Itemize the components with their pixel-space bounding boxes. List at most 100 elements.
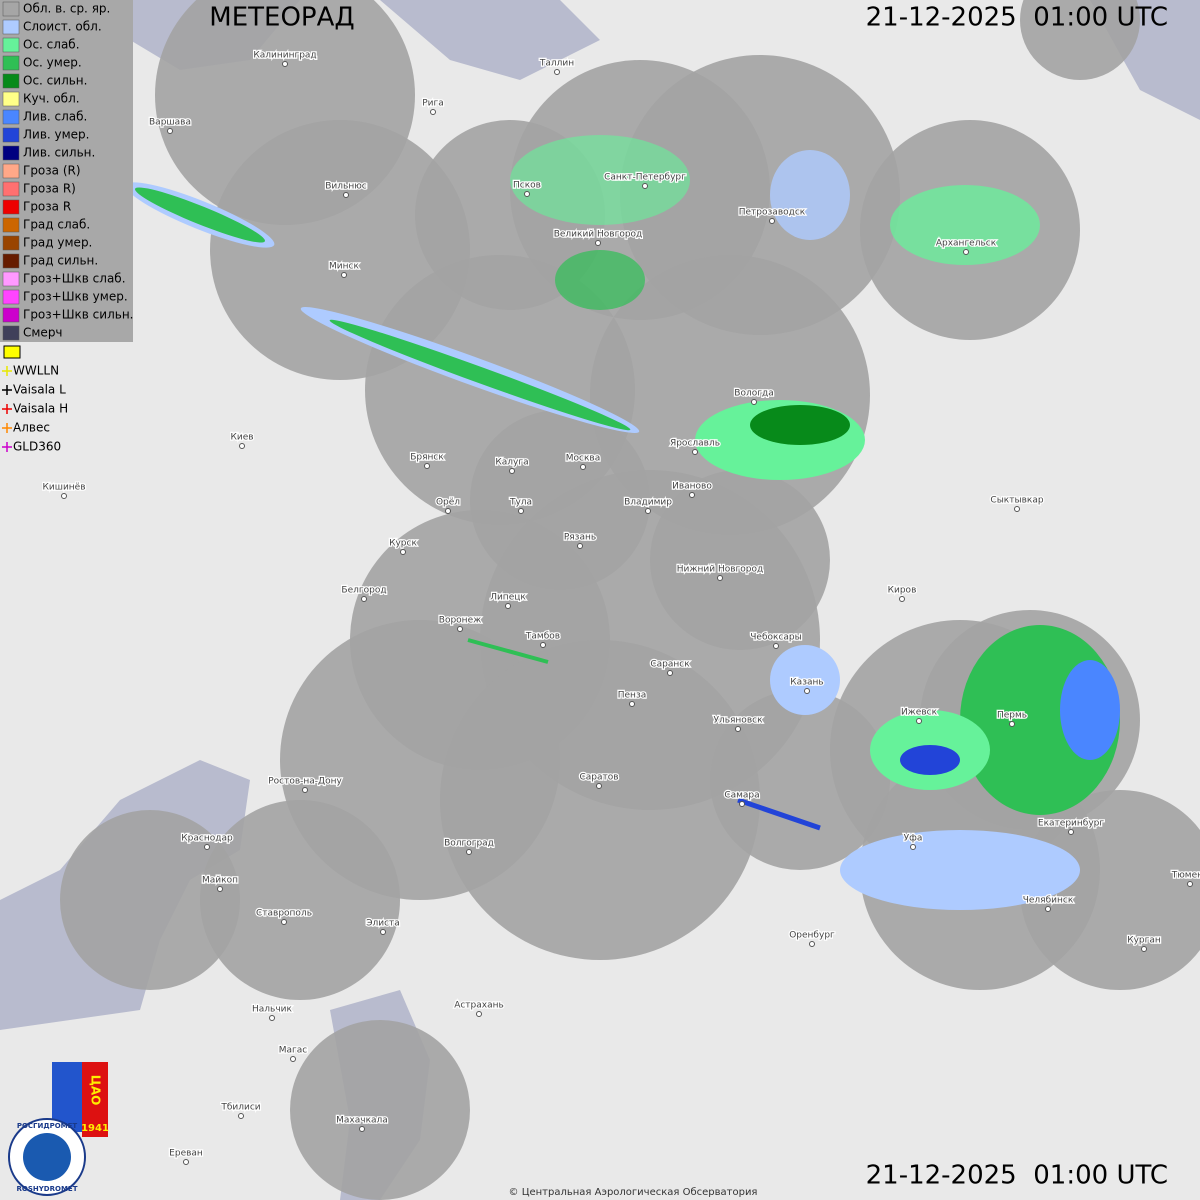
legend-swatch[interactable] [2, 307, 20, 323]
legend-swatch[interactable] [2, 181, 20, 197]
city-dot [916, 718, 922, 724]
city-dot [217, 886, 223, 892]
city-dot [361, 596, 367, 602]
city-dot [642, 183, 648, 189]
legend-swatch[interactable] [2, 217, 20, 233]
legend-label: Ос. умер. [23, 56, 82, 70]
city-dot [717, 575, 723, 581]
legend-swatch[interactable] [2, 1, 20, 17]
city-label: Курск [389, 539, 417, 549]
city-label: Курган [1127, 936, 1161, 946]
city-label: Минск [329, 262, 359, 272]
city-label: Пенза [618, 691, 647, 701]
legend-label: Гроз+Шкв умер. [23, 290, 128, 304]
city-dot [290, 1056, 296, 1062]
city-label: Рига [422, 99, 444, 109]
legend-swatch[interactable] [2, 199, 20, 215]
lightning-icon[interactable] [2, 404, 12, 414]
legend-label: Лив. слаб. [23, 110, 87, 124]
legend-swatch[interactable] [2, 253, 20, 269]
legend-swatch[interactable] [2, 289, 20, 305]
legend-label: Лив. сильн. [23, 146, 95, 160]
lightning-label: GLD360 [13, 440, 61, 454]
city-dot [554, 69, 560, 75]
city-dot [1068, 829, 1074, 835]
legend-swatch[interactable] [2, 73, 20, 89]
city-dot [183, 1159, 189, 1165]
city-dot [302, 787, 308, 793]
city-label: Ереван [169, 1149, 203, 1159]
city-label: Санкт-Петербург [604, 173, 686, 183]
city-label: Элиста [366, 919, 400, 929]
logo-year: 1941 [81, 1123, 109, 1134]
timestamp-bottom: 21-12-2025 01:00 UTC [866, 1161, 1168, 1191]
city-label: Иваново [672, 482, 712, 492]
city-dot [692, 449, 698, 455]
city-label: Тбилиси [220, 1103, 260, 1113]
legend-swatch[interactable] [2, 325, 20, 341]
lightning-icon[interactable] [2, 423, 12, 433]
city-label: Нижний Новгород [677, 565, 763, 575]
city-dot [341, 272, 347, 278]
city-label: Петрозаводск [739, 208, 806, 218]
city-label: Нальчик [252, 1005, 293, 1015]
legend-swatch[interactable] [2, 163, 20, 179]
city-label: Астрахань [454, 1001, 504, 1011]
legend-swatch[interactable] [2, 109, 20, 125]
city-dot [540, 642, 546, 648]
legend-swatch[interactable] [2, 235, 20, 251]
city-label: Калининград [253, 51, 316, 61]
legend-swatch[interactable] [2, 19, 20, 35]
city-label: Краснодар [181, 834, 233, 844]
lightning-label: WWLLN [13, 364, 59, 378]
city-label: Казань [790, 678, 823, 688]
city-label: Великий Новгород [554, 230, 643, 240]
city-dot [1009, 721, 1015, 727]
city-label: Майкоп [202, 876, 238, 886]
legend-label: Град умер. [23, 236, 92, 250]
city-dot [596, 783, 602, 789]
city-dot [430, 109, 436, 115]
lightning-icon[interactable] [2, 442, 12, 452]
city-label: Самара [724, 791, 759, 801]
city-label: Псков [513, 181, 541, 191]
legend-label: Обл. в. ср. яр. [23, 2, 110, 16]
lightning-icon[interactable] [2, 366, 12, 376]
city-label: Киев [230, 433, 253, 443]
city-label: Белгород [341, 586, 386, 596]
city-label: Вологда [734, 389, 773, 399]
legend-label: Гроз+Шкв слаб. [23, 272, 126, 286]
city-label: Саратов [579, 773, 618, 783]
city-dot [595, 240, 601, 246]
city-dot [457, 626, 463, 632]
legend-swatch[interactable] [2, 91, 20, 107]
legend-label: Гроз+Шкв сильн. [23, 308, 133, 322]
legend-swatch[interactable] [2, 37, 20, 53]
legend-label: Лив. умер. [23, 128, 90, 142]
city-dot [645, 508, 651, 514]
city-dot [167, 128, 173, 134]
city-label: Сыктывкар [990, 496, 1043, 506]
logo-inner [23, 1133, 71, 1181]
city-label: Ижевск [901, 708, 938, 718]
lightning-label: Vaisala L [13, 383, 66, 397]
city-label: Брянск [410, 453, 444, 463]
city-label: Чебоксары [750, 633, 801, 643]
city-dot [281, 919, 287, 925]
lightning-toggle[interactable] [3, 345, 21, 359]
legend-label: Слоист. обл. [23, 20, 102, 34]
city-label: Калуга [495, 458, 528, 468]
legend-swatch[interactable] [2, 127, 20, 143]
city-label: Ярославль [670, 439, 720, 449]
city-label: Ростов-на-Дону [268, 777, 342, 787]
legend-label: Град сильн. [23, 254, 98, 268]
legend-label: Ос. слаб. [23, 38, 80, 52]
lightning-icon[interactable] [2, 385, 12, 395]
legend-swatch[interactable] [2, 271, 20, 287]
legend-swatch[interactable] [2, 145, 20, 161]
city-dot [809, 941, 815, 947]
city-label: Липецк [490, 593, 526, 603]
city-label: Екатеринбург [1038, 819, 1104, 829]
legend-swatch[interactable] [2, 55, 20, 71]
